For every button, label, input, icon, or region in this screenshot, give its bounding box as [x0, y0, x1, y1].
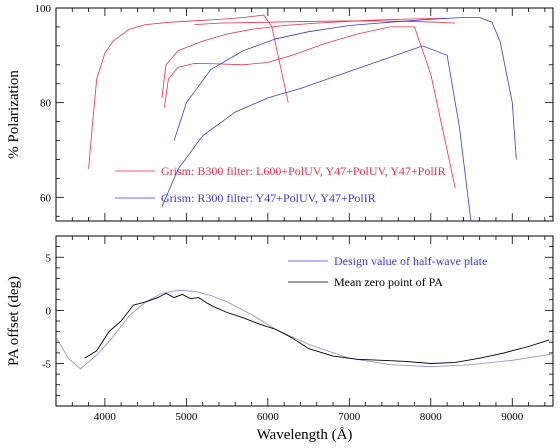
y-tick-label: -5: [42, 359, 52, 371]
panel-2: 4000 5000 6000 7000 8000 9000 -5 0 5 PA offset (d…: [6, 235, 554, 443]
y-axis-title: PA offset (deg): [6, 276, 22, 366]
x-tick-label: 7000: [338, 411, 361, 423]
x-tick-label: 5000: [175, 411, 198, 423]
x-tick-label: 6000: [257, 411, 280, 423]
x-tick-label: 9000: [501, 411, 524, 423]
y-tick-label: 100: [35, 3, 52, 15]
legend-label: Grism: B300 filter: L600+PolUV, Y47+PolU…: [161, 164, 446, 178]
plot-frame: [55, 7, 554, 222]
series-line-6: [161, 45, 472, 221]
series-line-5: [173, 17, 517, 160]
series-line-2: [84, 292, 550, 364]
y-tick-label: 80: [40, 98, 52, 110]
x-tick-label: 4000: [94, 411, 117, 423]
legend-label: Grism: R300 filter: Y47+PolUV, Y47+PolIR: [161, 191, 376, 205]
panel-1: 60 80 100 % Polarization Grism: B300 filter:…: [6, 3, 554, 222]
legend-label: Mean zero point of PA: [334, 275, 443, 289]
y-tick-label: 5: [46, 252, 52, 264]
x-axis-title: Wavelength (Å): [257, 427, 353, 443]
series-line-1: [88, 14, 289, 169]
legend-label: Design value of half-wave plate: [334, 254, 487, 268]
y-tick-label: 60: [40, 192, 52, 204]
series-line-4: [194, 20, 456, 25]
y-axis-title: % Polarization: [6, 70, 22, 159]
y-tick-label: 0: [46, 305, 52, 317]
series-line-2: [161, 18, 448, 98]
series-line-1: [56, 289, 553, 370]
x-tick-label: 8000: [420, 411, 443, 423]
series-line-3: [164, 26, 456, 188]
